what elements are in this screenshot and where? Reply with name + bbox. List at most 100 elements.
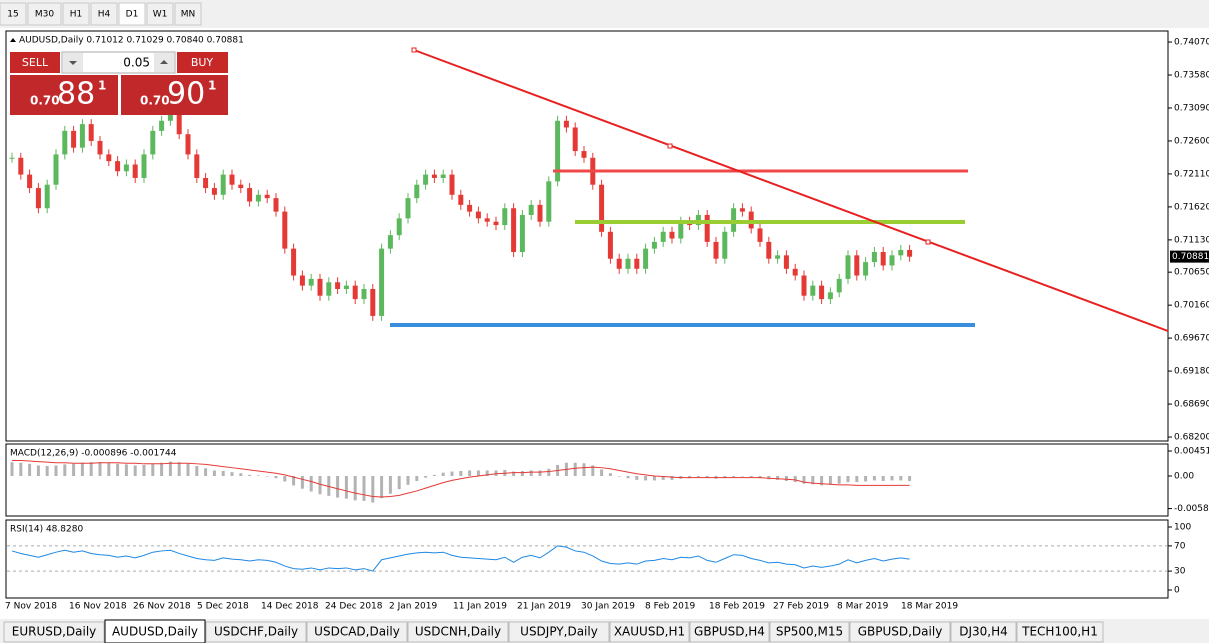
timeframe-button[interactable]: [118, 2, 146, 26]
candle: [132, 164, 138, 178]
timeframe-button[interactable]: [0, 2, 27, 26]
symbol-tab[interactable]: [508, 621, 610, 643]
timeframe-button[interactable]: [62, 2, 90, 26]
macd-bar: [274, 475, 278, 479]
macd-bar: [811, 475, 815, 485]
symbol-tab-label: TECH100,H1: [1021, 625, 1098, 639]
symbol-tab-label: GBPUSD,Daily: [858, 625, 943, 639]
symbol-tab[interactable]: [306, 621, 408, 643]
macd-bar: [142, 464, 146, 476]
symbol-tab[interactable]: [849, 621, 951, 643]
chart-header: AUDUSD,Daily 0.71012 0.71029 0.70840 0.7…: [19, 36, 244, 46]
indicator-line: [11, 545, 910, 572]
symbol-tab[interactable]: [1016, 621, 1104, 643]
candle: [343, 285, 349, 289]
candle: [810, 285, 816, 296]
macd-bar: [10, 462, 14, 476]
macd-bar: [855, 475, 859, 483]
candle: [53, 154, 59, 185]
symbol-tab-label: DJ30,H4: [959, 625, 1008, 639]
x-tick-label: 11 Jan 2019: [453, 602, 507, 612]
x-tick-label: 7 Nov 2018: [5, 602, 57, 612]
macd-bar: [221, 471, 225, 476]
symbol-tab[interactable]: [104, 619, 206, 643]
signal-line: [12, 459, 910, 498]
candle: [62, 130, 68, 155]
lot-input[interactable]: [61, 51, 176, 74]
timeframe-label: H4: [98, 10, 111, 20]
symbol-tab[interactable]: [205, 621, 307, 643]
candle: [880, 251, 886, 266]
symbol-tab[interactable]: [609, 621, 690, 643]
candle: [194, 154, 200, 178]
symbol-tab-label: GBPUSD,H4: [694, 625, 765, 639]
x-tick-label: 8 Feb 2019: [645, 602, 696, 612]
symbol-tab[interactable]: [769, 621, 850, 643]
macd-bar: [485, 470, 489, 476]
candle: [563, 120, 569, 128]
symbol-tab-label: SP500,M15: [776, 625, 843, 639]
buy-price-big: 0.70: [140, 94, 170, 108]
macd-bar: [309, 475, 313, 492]
macd-bar: [520, 471, 524, 476]
macd-bar: [195, 466, 199, 476]
candle: [185, 134, 191, 155]
sell-button[interactable]: [10, 52, 60, 73]
symbol-tab[interactable]: [3, 621, 105, 643]
y-tick-label: 0.73090: [1174, 103, 1209, 113]
candle: [35, 188, 41, 209]
buy-price-box[interactable]: [121, 75, 228, 115]
macd-bar: [265, 475, 269, 477]
macd-bar: [758, 475, 762, 479]
candle: [159, 120, 165, 131]
x-tick-label: 16 Nov 2018: [69, 602, 127, 612]
candle: [79, 124, 85, 148]
candle: [335, 282, 341, 289]
candle: [458, 194, 464, 205]
y-tick-label: 0.71130: [1174, 235, 1209, 245]
macd-bar: [327, 475, 331, 496]
macd-bar: [468, 470, 472, 476]
timeframe-label: M30: [35, 10, 54, 20]
candle: [440, 174, 446, 178]
candle: [211, 188, 217, 195]
macd-bar: [512, 471, 516, 476]
candle: [836, 278, 842, 293]
candle: [739, 208, 745, 212]
candle: [423, 174, 429, 185]
x-tick-label: 27 Feb 2019: [773, 602, 829, 612]
timeframe-button[interactable]: [90, 2, 118, 26]
macd-bar: [802, 475, 806, 484]
candle: [449, 174, 455, 195]
macd-bar: [300, 475, 304, 489]
x-tick-label: 26 Nov 2018: [133, 602, 191, 612]
timeframe-button[interactable]: [146, 2, 174, 26]
macd-bar: [635, 475, 639, 480]
rsi-panel: [5, 519, 1169, 599]
candle: [167, 114, 173, 121]
macd-bar: [344, 475, 348, 499]
up-arrow: [160, 60, 168, 64]
candle: [123, 164, 129, 172]
timeframe-label: H1: [70, 10, 83, 20]
macd-bar: [872, 475, 876, 481]
candle: [176, 114, 182, 135]
symbol-tab[interactable]: [407, 621, 509, 643]
macd-bar: [89, 462, 93, 476]
sell-price-box[interactable]: [10, 75, 118, 115]
macd-bar: [881, 475, 885, 481]
candle: [44, 184, 50, 209]
candle: [713, 241, 719, 259]
macd-bar: [529, 470, 533, 476]
timeframe-button[interactable]: [174, 2, 202, 26]
symbol-tab[interactable]: [689, 621, 770, 643]
symbol-tab[interactable]: [950, 621, 1017, 643]
timeframe-button[interactable]: [27, 2, 62, 26]
collapse-icon[interactable]: [10, 38, 16, 42]
macd-bar: [696, 475, 700, 478]
candle: [352, 285, 358, 300]
buy-button[interactable]: [177, 52, 228, 73]
macd-bar: [600, 469, 604, 476]
macd-bar: [890, 475, 894, 481]
trend-line: [413, 49, 1169, 332]
